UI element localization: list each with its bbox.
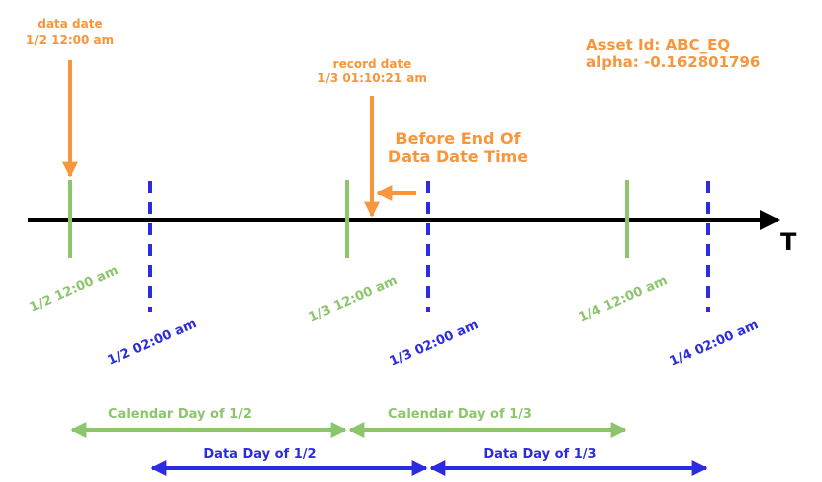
data-span-1-3-label: Data Day of 1/3 bbox=[483, 447, 596, 462]
data-tick-label-1-3: 1/3 02:00 am bbox=[388, 317, 481, 370]
data-date-label: data date bbox=[37, 17, 102, 31]
calendar-span-1-3-label: Calendar Day of 1/3 bbox=[388, 407, 532, 422]
time-axis-label: T bbox=[780, 228, 797, 256]
record-date-value: 1/3 01:10:21 am bbox=[317, 71, 427, 85]
calendar-tick-label-1-2: 1/2 12:00 am bbox=[28, 263, 121, 316]
record-date-label: record date bbox=[333, 57, 412, 71]
asset-id-label: Asset Id: ABC_EQ bbox=[586, 36, 730, 54]
before-end-label-line1: Before End Of bbox=[395, 129, 521, 148]
before-end-label-line2: Data Date Time bbox=[388, 147, 528, 166]
alpha-label: alpha: -0.162801796 bbox=[586, 53, 760, 71]
calendar-span-1-2-label: Calendar Day of 1/2 bbox=[108, 407, 252, 422]
data-tick-label-1-2: 1/2 02:00 am bbox=[106, 316, 199, 369]
calendar-tick-label-1-3: 1/3 12:00 am bbox=[307, 273, 400, 326]
data-tick-label-1-4: 1/4 02:00 am bbox=[668, 317, 761, 370]
calendar-tick-label-1-4: 1/4 12:00 am bbox=[577, 273, 670, 326]
data-date-value: 1/2 12:00 am bbox=[26, 33, 114, 47]
data-span-1-2-label: Data Day of 1/2 bbox=[203, 447, 316, 462]
